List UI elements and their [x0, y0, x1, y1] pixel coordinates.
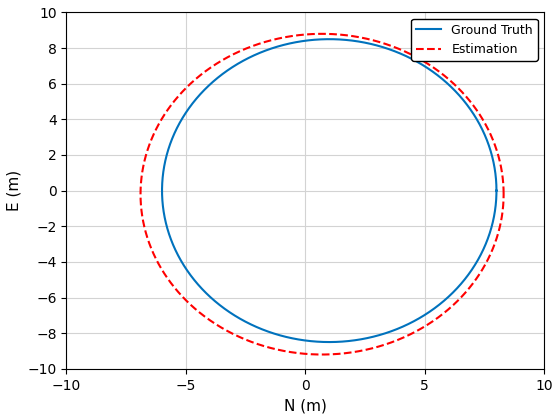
Estimation — [362, 347, 369, 352]
Ground Truth — [484, 140, 491, 145]
Estimation — [319, 32, 325, 37]
Ground Truth — [326, 339, 333, 344]
Ground Truth — [366, 335, 372, 340]
Ground Truth — [326, 37, 333, 42]
Ground Truth — [491, 215, 497, 220]
Estimation — [497, 220, 504, 225]
Estimation — [491, 141, 498, 146]
Ground Truth — [491, 215, 497, 220]
Line: Ground Truth: Ground Truth — [162, 39, 497, 342]
Line: Estimation: Estimation — [141, 34, 503, 354]
Estimation — [319, 352, 325, 357]
Ground Truth — [493, 188, 500, 193]
Estimation — [497, 220, 504, 225]
Ground Truth — [159, 176, 166, 181]
Y-axis label: E (m): E (m) — [7, 170, 22, 211]
Estimation — [500, 192, 507, 197]
Estimation — [143, 152, 150, 157]
Estimation — [138, 178, 144, 184]
Estimation — [500, 192, 507, 197]
Legend: Ground Truth, Estimation: Ground Truth, Estimation — [412, 19, 538, 61]
Ground Truth — [493, 188, 500, 193]
X-axis label: N (m): N (m) — [284, 398, 327, 413]
Ground Truth — [164, 151, 171, 156]
